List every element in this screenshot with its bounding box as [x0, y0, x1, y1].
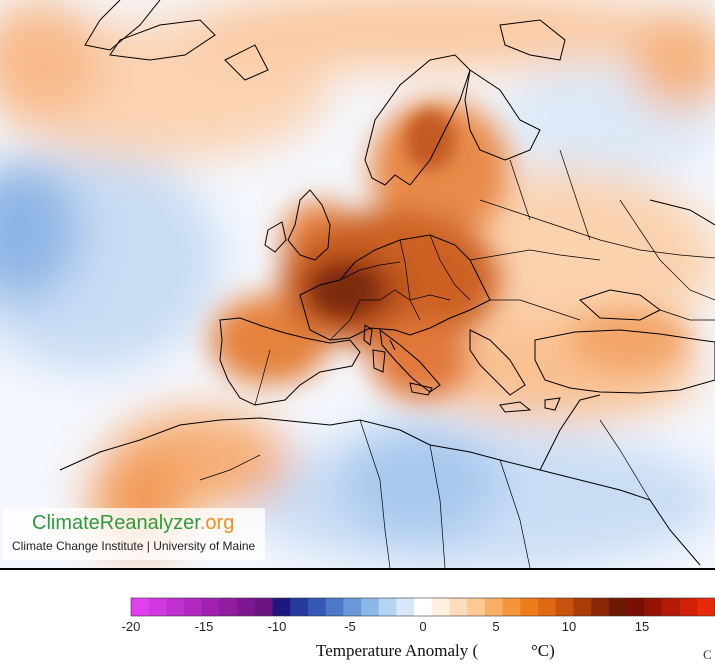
scale-tick-label: -20: [122, 619, 141, 634]
color-scale-swatch: [449, 598, 468, 616]
color-scale-swatch: [272, 598, 291, 616]
color-scale-swatch: [484, 598, 504, 616]
scale-tick-label: 5: [492, 619, 499, 634]
color-scale-swatch: [644, 598, 663, 616]
scale-tick-label: 10: [562, 619, 576, 634]
color-scale-outline: [130, 597, 715, 617]
color-scale-swatch: [290, 598, 309, 616]
color-scale-swatch: [661, 598, 681, 616]
color-scale-swatch: [343, 598, 362, 616]
color-scale-swatch: [148, 598, 167, 616]
color-scale-ticks: -20 -15 -10 -5 0 5 10 15: [122, 619, 650, 634]
color-scale-swatch: [502, 598, 521, 616]
color-scale-swatch: [184, 598, 203, 616]
scale-tick-label: -15: [195, 619, 214, 634]
color-scale-swatch: [431, 598, 450, 616]
color-scale-swatch: [361, 598, 380, 616]
color-scale-swatch: [325, 598, 344, 616]
color-scale-swatch: [254, 598, 273, 616]
scale-tick-label: -10: [268, 619, 287, 634]
color-scale-swatch: [396, 598, 415, 616]
color-scale-swatch: [679, 598, 698, 616]
color-scale-swatch: [307, 598, 327, 616]
color-scale-swatch: [219, 598, 238, 616]
color-scale-swatch: [378, 598, 397, 616]
color-scale-swatch: [520, 598, 539, 616]
logo-name: ClimateReanalyzer.org: [32, 512, 235, 534]
scale-tick-label: -5: [344, 619, 356, 634]
color-scale-swatch: [131, 598, 150, 616]
color-scale-swatch: [573, 598, 592, 616]
color-scale-swatch: [237, 598, 256, 616]
color-scale-swatch: [591, 598, 610, 616]
color-scale-swatch: [414, 598, 433, 616]
color-scale-swatch: [697, 598, 715, 616]
logo-subtitle: Climate Change Institute | University of…: [12, 539, 256, 553]
temperature-anomaly-map: [0, 0, 715, 568]
scale-tick-label: 0: [419, 619, 426, 634]
climate-reanalyzer-logo: ClimateReanalyzer.org Climate Change Ins…: [3, 508, 265, 560]
corner-mark: C: [703, 647, 712, 662]
map-frame-bottom: [0, 568, 715, 570]
color-scale-swatch: [626, 598, 645, 616]
legend-title: Temperature Anomaly (: [316, 641, 478, 660]
color-scale-legend: -20 -15 -10 -5 0 5 10 15 Temperature Anomaly ( …: [122, 597, 715, 660]
color-scale-swatch: [608, 598, 627, 616]
color-scale-swatch: [538, 598, 557, 616]
heat-core: [210, 100, 690, 400]
color-scale-swatch: [467, 598, 486, 616]
color-scale-bar: [130, 597, 715, 617]
color-scale-swatch: [555, 598, 574, 616]
country-borders: [199, 149, 715, 568]
heat-center: [315, 110, 455, 312]
legend-unit: °C): [531, 641, 555, 660]
color-scale-swatch: [201, 598, 220, 616]
color-scale-swatch: [166, 598, 185, 616]
scale-tick-label: 15: [635, 619, 649, 634]
